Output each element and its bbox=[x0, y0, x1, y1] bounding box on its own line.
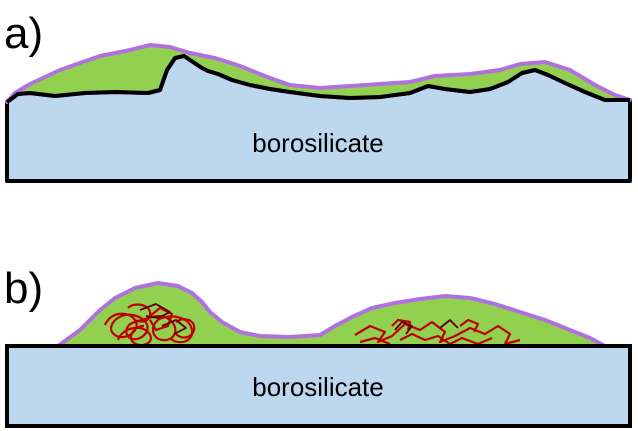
panel-b-tangles-right bbox=[354, 318, 521, 346]
panel-b: b) borosilicate bbox=[4, 264, 632, 428]
panel-a-substrate-label: borosilicate bbox=[252, 128, 384, 158]
panel-b-tangles-left bbox=[103, 303, 196, 347]
panel-b-label: b) bbox=[4, 264, 43, 313]
panel-b-substrate bbox=[5, 344, 632, 428]
panel-a-label: a) bbox=[4, 9, 43, 58]
panel-b-substrate-label: borosilicate bbox=[252, 372, 384, 402]
panel-a: a) borosilicate bbox=[4, 9, 632, 183]
panel-b-dark-strands-right bbox=[394, 319, 459, 335]
panel-b-coating bbox=[56, 281, 607, 348]
panel-b-dark-strands-left bbox=[139, 303, 187, 335]
panel-a-surface-line bbox=[5, 54, 630, 104]
